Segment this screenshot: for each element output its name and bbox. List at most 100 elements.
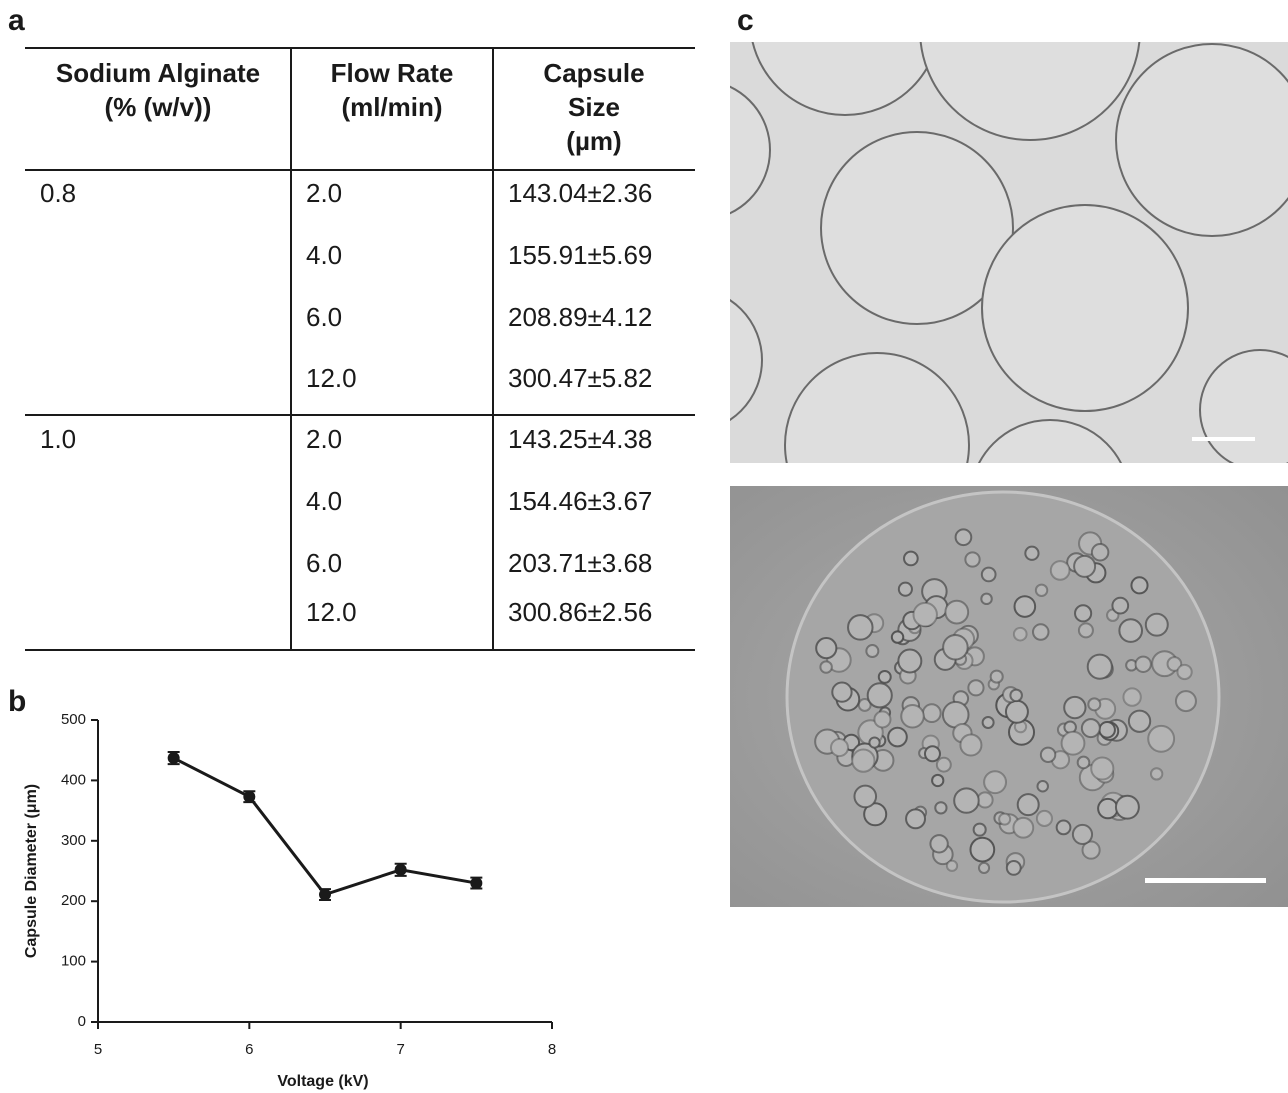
cell-blob bbox=[921, 703, 942, 723]
column-header: Size bbox=[568, 92, 620, 122]
cell-blob bbox=[1009, 688, 1023, 703]
cell-blob bbox=[1063, 695, 1087, 720]
cell-blob bbox=[931, 773, 945, 788]
cell-blob bbox=[1122, 687, 1142, 707]
data-point bbox=[319, 888, 331, 901]
cell-blob bbox=[1060, 730, 1086, 756]
x-tick-label: 8 bbox=[548, 1041, 556, 1058]
cell-blob bbox=[934, 801, 948, 815]
cell-blob bbox=[853, 784, 878, 809]
cell: 155.91±5.69 bbox=[508, 240, 652, 270]
cell-blob bbox=[977, 861, 991, 874]
cell-blob bbox=[1073, 554, 1097, 578]
cell-blob bbox=[897, 648, 923, 674]
cell-blob bbox=[1004, 699, 1029, 724]
cell-blob bbox=[953, 787, 980, 814]
cell: 143.04±2.36 bbox=[508, 178, 652, 208]
column-header: (ml/min) bbox=[341, 92, 442, 122]
cell: 12.0 bbox=[306, 363, 357, 393]
cell-blob bbox=[1111, 596, 1130, 615]
column-header: (µm) bbox=[566, 126, 621, 156]
panel-label: b bbox=[8, 685, 26, 718]
cell-blob bbox=[954, 528, 973, 547]
cell-blob bbox=[1076, 755, 1091, 770]
cell-blob bbox=[912, 601, 938, 628]
cell-blob bbox=[964, 551, 981, 568]
cell-blob bbox=[1176, 663, 1193, 681]
cell-blob bbox=[877, 669, 892, 684]
cell-blob bbox=[981, 716, 995, 729]
cell-blob bbox=[980, 592, 993, 606]
y-tick-label: 200 bbox=[61, 892, 86, 909]
cell: 300.47±5.82 bbox=[508, 363, 652, 393]
cell-blob bbox=[1016, 793, 1040, 817]
cell-blob bbox=[1034, 583, 1049, 597]
cell: 143.25±4.38 bbox=[508, 424, 652, 454]
x-tick-label: 5 bbox=[94, 1041, 102, 1058]
cell-blob bbox=[942, 633, 969, 661]
cell-blob bbox=[873, 710, 892, 729]
cell: 300.86±2.56 bbox=[508, 597, 652, 627]
cell-blob bbox=[1149, 767, 1164, 781]
cell-blob bbox=[969, 836, 996, 863]
data-point bbox=[167, 752, 180, 765]
cell-blob bbox=[980, 566, 997, 583]
cell-blob bbox=[1049, 560, 1071, 581]
cell-blob bbox=[976, 791, 994, 809]
cell: 6.0 bbox=[306, 302, 342, 332]
cell-blob bbox=[1118, 618, 1144, 643]
y-tick-label: 100 bbox=[61, 953, 86, 970]
cell-blob bbox=[929, 834, 949, 854]
cell-blob bbox=[1055, 819, 1072, 836]
x-axis-label: Voltage (kV) bbox=[277, 1073, 368, 1090]
data-point bbox=[243, 790, 256, 803]
cell-blob bbox=[1086, 653, 1113, 680]
micrograph-top bbox=[730, 42, 1288, 463]
cell-blob bbox=[1081, 840, 1101, 860]
cell-blob bbox=[983, 770, 1008, 795]
cell-blob bbox=[1098, 721, 1116, 739]
cell-blob bbox=[1074, 604, 1093, 623]
cell-blob bbox=[1013, 595, 1037, 618]
panel-label: a bbox=[8, 4, 25, 37]
cell-blob bbox=[847, 614, 874, 641]
cell-blob bbox=[815, 637, 838, 660]
cell: 208.89±4.12 bbox=[508, 302, 652, 332]
table bbox=[25, 47, 695, 651]
cell-blob bbox=[935, 756, 952, 773]
cell-blob bbox=[1147, 724, 1176, 753]
y-tick-label: 300 bbox=[61, 832, 86, 849]
cell-blob bbox=[890, 630, 905, 644]
data-point bbox=[470, 877, 483, 890]
cell-blob bbox=[1087, 697, 1102, 712]
cell: 2.0 bbox=[306, 424, 342, 454]
column-header: Flow Rate bbox=[331, 58, 454, 88]
cell-blob bbox=[1024, 545, 1040, 561]
cell-blob bbox=[972, 822, 987, 837]
cell-blob bbox=[1166, 656, 1183, 672]
y-tick-label: 400 bbox=[61, 771, 86, 788]
cell-blob bbox=[1127, 709, 1152, 733]
cell-blob bbox=[819, 660, 833, 674]
panel-label: c bbox=[737, 4, 754, 37]
cell: 12.0 bbox=[306, 597, 357, 627]
cell-blob bbox=[1114, 794, 1140, 820]
cell-blob bbox=[1090, 756, 1115, 781]
cell: 203.71±3.68 bbox=[508, 548, 652, 578]
column-header: Sodium Alginate bbox=[56, 58, 260, 88]
cell-blob bbox=[967, 679, 985, 697]
cell-blob bbox=[1031, 623, 1050, 641]
cell-blob bbox=[905, 808, 927, 830]
cell-blob bbox=[900, 704, 925, 729]
cell-blob bbox=[989, 669, 1004, 684]
cell-blob bbox=[1035, 809, 1053, 827]
cell-blob bbox=[1039, 746, 1057, 763]
column-header: (% (w/v)) bbox=[105, 92, 212, 122]
cell: 6.0 bbox=[306, 548, 342, 578]
data-line bbox=[172, 756, 477, 897]
cell-blob bbox=[903, 550, 919, 567]
cell-blob bbox=[1071, 823, 1094, 846]
y-axis-label: Capsule Diameter (μm) bbox=[23, 784, 40, 958]
cell: 4.0 bbox=[306, 486, 342, 516]
